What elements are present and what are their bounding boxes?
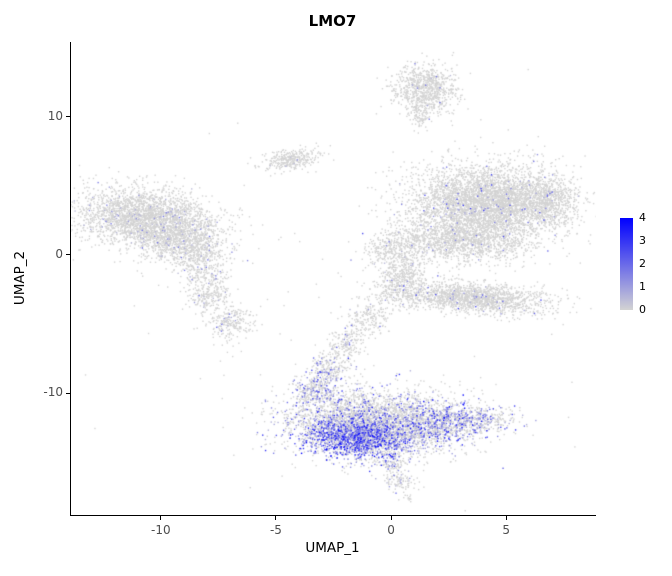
legend-gradient bbox=[620, 218, 633, 310]
y-tick-mark bbox=[66, 392, 70, 394]
y-axis-label: UMAP_2 bbox=[12, 250, 28, 306]
legend-tick-label: 4 bbox=[639, 211, 646, 224]
plot-title: LMO7 bbox=[308, 12, 357, 30]
legend-tick-label: 2 bbox=[639, 257, 646, 270]
legend-tick-label: 0 bbox=[639, 303, 646, 316]
x-tick-label: 0 bbox=[387, 523, 395, 537]
legend-tick-label: 3 bbox=[639, 234, 646, 247]
plot-area: -10 -5 0 5 -10 0 10 bbox=[43, 42, 596, 537]
y-tick-label: 0 bbox=[55, 246, 63, 261]
y-tick-mark bbox=[66, 254, 70, 256]
x-axis-label: UMAP_1 bbox=[305, 540, 360, 556]
x-tick-label: -5 bbox=[269, 523, 282, 537]
x-tick-mark bbox=[160, 516, 162, 520]
x-tick-mark bbox=[505, 516, 507, 520]
x-tick-label: 5 bbox=[502, 523, 511, 537]
legend: 4 3 2 1 0 bbox=[620, 212, 665, 318]
legend-tick-label: 1 bbox=[639, 280, 646, 293]
y-tick-mark bbox=[66, 116, 70, 118]
y-tick-label: -10 bbox=[43, 385, 63, 400]
x-tick-mark bbox=[390, 516, 392, 520]
scatter-canvas bbox=[71, 42, 596, 515]
y-tick-label: 10 bbox=[47, 108, 63, 123]
x-tick-label: -10 bbox=[150, 523, 171, 537]
x-tick-mark bbox=[275, 516, 277, 520]
